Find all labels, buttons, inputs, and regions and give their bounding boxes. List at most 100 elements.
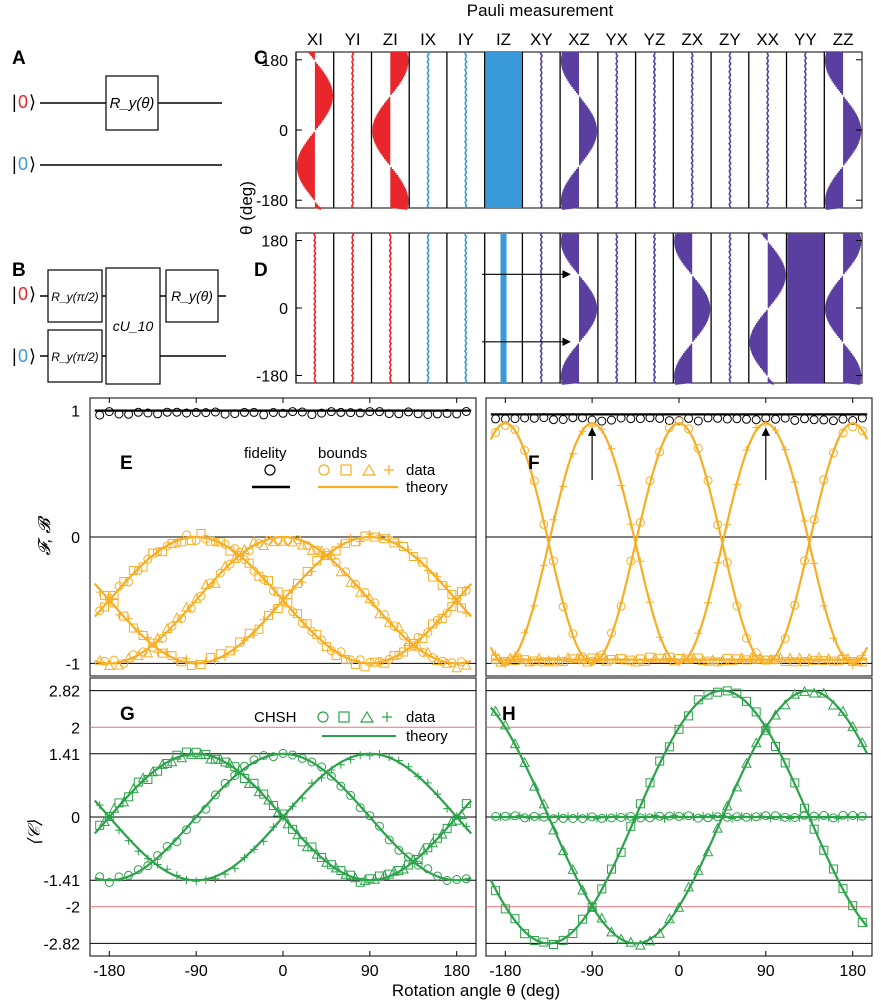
panel-e-bound-data-square: [331, 651, 341, 661]
panel-f-bound-data-plus: [520, 628, 529, 637]
panel-f-bound-theory-1: [489, 422, 869, 665]
panel-e-fidelity-data-circle: [375, 407, 384, 417]
panel-e-bound-data-square: [225, 646, 235, 656]
panel-g-chsh-data-triangle: [446, 816, 458, 827]
panel-f-bound-data-triangle: [668, 655, 680, 666]
panel-g-chsh-data-triangle: [166, 756, 178, 767]
panel-e-bound-data-square: [350, 659, 360, 669]
panel-h-chsh-data-square: [655, 756, 665, 766]
panel-f-bound-data-square: [549, 657, 558, 667]
panel-h-chsh-data-plus: [506, 812, 515, 821]
panel-g-chsh-data-circle: [297, 753, 307, 763]
panel-g-chsh-data-circle: [172, 837, 182, 847]
panel-e-bound-data-circle: [210, 537, 220, 547]
panel-h-chsh-data-plus: [670, 811, 679, 820]
panel-h-chsh-data-plus: [824, 813, 833, 822]
panel-e-bound-data-circle: [114, 581, 124, 591]
panel-h-chsh-data-circle: [693, 813, 703, 823]
panel-h-chsh-data-circle: [568, 814, 578, 823]
panel-h-chsh-data-triangle: [750, 737, 762, 748]
panel-c-y-tick-label: 0: [279, 123, 288, 140]
panel-e-bound-data-triangle: [152, 632, 163, 643]
panel-e-bound-data-square: [148, 548, 158, 558]
panel-h-chsh-data-triangle: [519, 756, 530, 767]
panel-h-chsh-data-square: [742, 696, 751, 706]
panel-h-chsh-data-plus: [708, 811, 717, 820]
panel-g-chsh-data-circle: [220, 778, 230, 788]
panel-g-chsh-data-circle: [95, 872, 105, 882]
panel-g-chsh-data-circle: [461, 874, 471, 884]
panel-e-fidelity-data-circle: [124, 409, 134, 419]
panel-label-d: D: [254, 260, 268, 281]
panel-g-chsh-data-plus: [143, 854, 152, 863]
panel-e-bound-data-square: [128, 623, 138, 633]
panel-h-chsh-data-circle: [703, 813, 713, 823]
panel-g-chsh-data-square: [191, 747, 201, 757]
panel-f-bound-data-circle: [800, 556, 809, 566]
panel-e-bound-data-plus: [298, 578, 307, 587]
panel-f-fidelity-data-circle: [693, 416, 703, 426]
panel-h-chsh-data-square: [693, 695, 703, 705]
panel-f-fidelity-data-circle: [838, 414, 848, 424]
panel-e-bound-data-circle: [201, 534, 211, 544]
panel-e-bound-data-square: [225, 546, 235, 556]
panel-h-chsh-data-square: [568, 929, 578, 938]
panel-c-area-zi: [372, 52, 409, 210]
panel-g-chsh-data-circle: [201, 804, 211, 814]
ket-q1-a-open: |: [12, 92, 17, 112]
panel-e-bound-data-square: [360, 531, 370, 541]
x-tick-label: 90: [757, 963, 775, 980]
panel-h-chsh-data-plus: [805, 813, 814, 822]
panel-e-bound-data-square: [389, 538, 399, 548]
panel-f-bound-data-circle: [674, 416, 684, 426]
panel-g-chsh-data-triangle: [388, 865, 400, 876]
pauli-labels: XI YI ZI IX IY IZ XY XZ YX YZ ZX ZY XX YY ZZ: [307, 30, 854, 49]
panel-g-chsh-data-plus: [414, 772, 423, 781]
cd-ylabel: θ (deg): [237, 181, 256, 235]
panel-g-chsh-data-circle: [182, 825, 191, 835]
panel-f-bound-data-triangle: [504, 652, 516, 663]
pauli-label-ix: IX: [420, 30, 436, 49]
panel-f-bound-data-triangle: [630, 656, 641, 667]
panel-e-bound-data-circle: [177, 614, 187, 624]
panel-h-chsh-data-triangle: [577, 884, 588, 895]
panel-e-bound-data-square: [167, 539, 177, 549]
panel-h-chsh-data-circle: [664, 811, 674, 821]
pauli-label-xz: XZ: [568, 30, 590, 49]
panel-f-bound-data-square: [713, 657, 723, 667]
panel-e-bound-data-square: [389, 651, 399, 661]
panel-e-bound-data-square: [109, 598, 119, 608]
panel-g-chsh-data-circle: [162, 841, 172, 851]
panel-h-chsh-data-plus: [583, 812, 592, 821]
panel-g-chsh-data-square: [317, 853, 327, 862]
panel-e-bound-data-plus: [452, 597, 461, 605]
legend-e-fidelity: fidelity: [244, 445, 287, 462]
pauli-label-zi: ZI: [383, 30, 398, 49]
x-tick-label: 180: [443, 963, 470, 980]
gate-ry-theta-b-label: R_y(θ): [171, 288, 213, 304]
panel-f-bound-data-plus: [723, 520, 732, 529]
panel-f-bound-data-plus: [742, 446, 751, 454]
panel-f-bound-data-triangle: [524, 656, 535, 667]
panel-e-bound-data-square: [408, 552, 418, 561]
panel-h-chsh-data-plus: [786, 814, 794, 823]
panel-f-bound-data-plus: [819, 601, 828, 610]
panel-g-chsh-data-circle: [384, 835, 394, 845]
panel-f-bound-data-plus: [530, 601, 539, 610]
panel-g-chsh-data-circle: [413, 860, 423, 870]
ket-q1-a-close: ⟩: [29, 92, 36, 112]
panel-e-bound-data-square: [206, 536, 216, 546]
panel-g-chsh-data-plus: [163, 865, 172, 874]
panel-e-bound-data-square: [370, 657, 380, 667]
panel-e-bound-data-plus: [143, 633, 152, 642]
panel-e-bound-data-plus: [336, 540, 345, 548]
panel-f-fidelity-data-circle: [616, 413, 626, 423]
panel-f-fidelity-data-circle: [529, 413, 539, 423]
panel-e-bound-data-circle: [331, 557, 341, 567]
panel-e-bound-data-circle: [350, 579, 360, 589]
panel-h-chsh-data-plus: [814, 813, 823, 822]
panel-e-bound-data-square: [100, 590, 109, 600]
panel-e-bound-data-circle: [302, 541, 312, 550]
legend-e-data: data: [406, 462, 436, 479]
